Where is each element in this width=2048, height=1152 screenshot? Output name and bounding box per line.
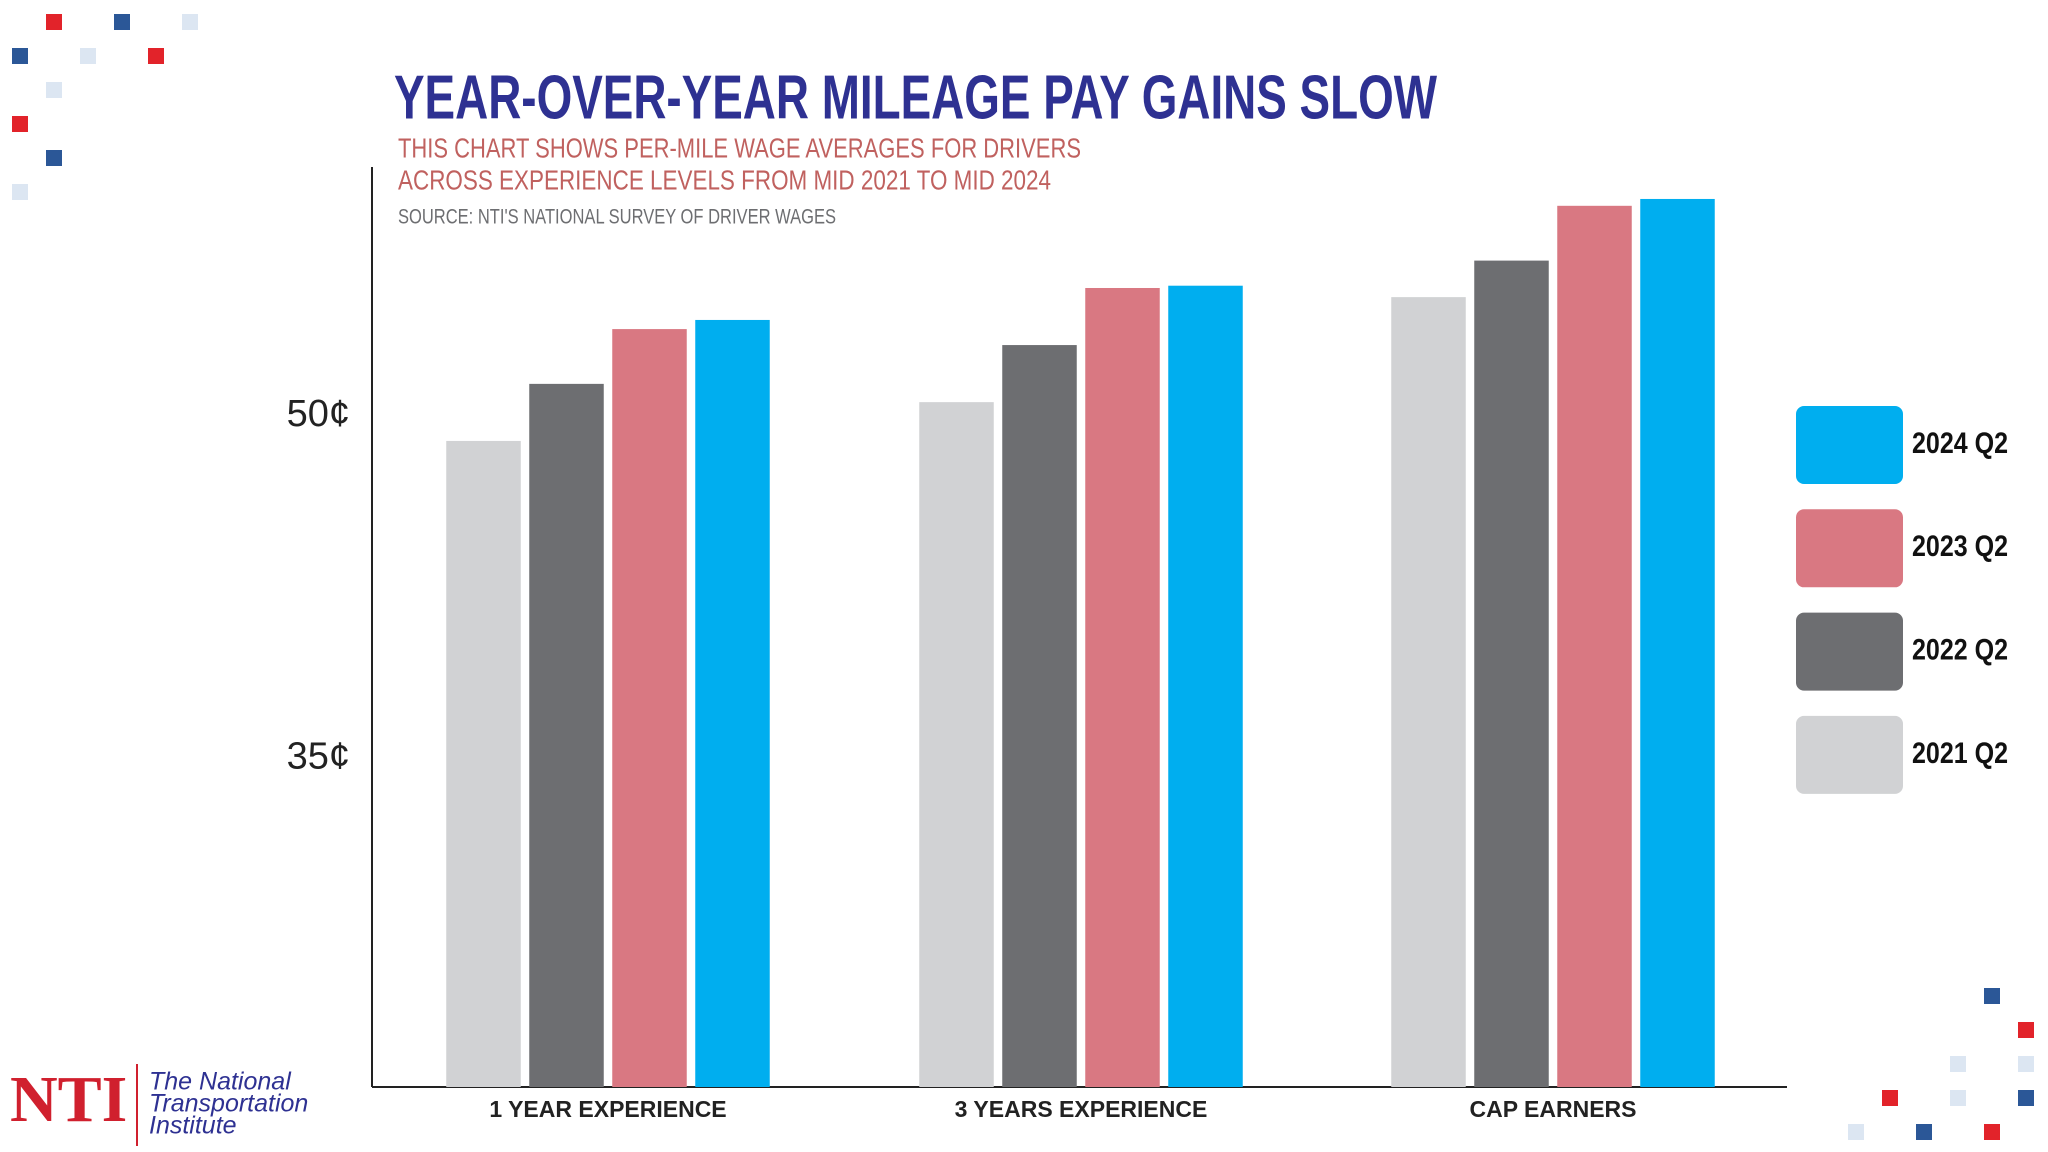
logo-text: Institute — [149, 1112, 237, 1140]
logo-text: The National — [149, 1068, 292, 1096]
y-tick-label: 50¢ — [287, 393, 350, 435]
legend-swatch — [1796, 509, 1903, 588]
bar — [612, 329, 687, 1088]
subtitle: ACROSS EXPERIENCE LEVELS FROM MID 2021 T… — [398, 164, 1051, 195]
x-tick-label: CAP EARNERS — [1470, 1096, 1637, 1122]
bar — [446, 440, 521, 1087]
legend-label: 2021 Q2 — [1912, 737, 2008, 770]
logo: NTI The National Transportation Institut… — [10, 1063, 308, 1146]
y-tick-label: 35¢ — [287, 735, 350, 777]
legend-label: 2022 Q2 — [1912, 634, 2008, 667]
bar — [919, 402, 994, 1087]
logo-mark: NTI — [10, 1063, 127, 1136]
bar — [695, 319, 770, 1087]
bar — [1002, 345, 1077, 1087]
bar — [529, 383, 604, 1088]
bar — [1168, 285, 1243, 1087]
bar — [1557, 205, 1632, 1087]
decoration — [12, 14, 2034, 1140]
chart-title: YEAR-OVER-YEAR MILEAGE PAY GAINS SLOW — [394, 63, 1437, 132]
legend-swatch — [1796, 612, 1903, 691]
bar — [1085, 287, 1160, 1087]
legend-label: 2023 Q2 — [1912, 530, 2008, 563]
bar — [1640, 198, 1715, 1087]
legend-swatch — [1796, 715, 1903, 794]
logo-text: Transportation — [149, 1090, 308, 1118]
legend-label: 2024 Q2 — [1912, 427, 2008, 460]
subtitle: THIS CHART SHOWS PER-MILE WAGE AVERAGES … — [398, 132, 1081, 163]
legend-swatch — [1796, 406, 1903, 484]
x-tick-label: 3 YEARS EXPERIENCE — [955, 1096, 1208, 1122]
bar — [1474, 260, 1549, 1087]
source: SOURCE: NTI'S NATIONAL SURVEY OF DRIVER … — [398, 206, 836, 229]
bar — [1391, 297, 1466, 1087]
x-tick-label: 1 YEAR EXPERIENCE — [489, 1096, 726, 1122]
